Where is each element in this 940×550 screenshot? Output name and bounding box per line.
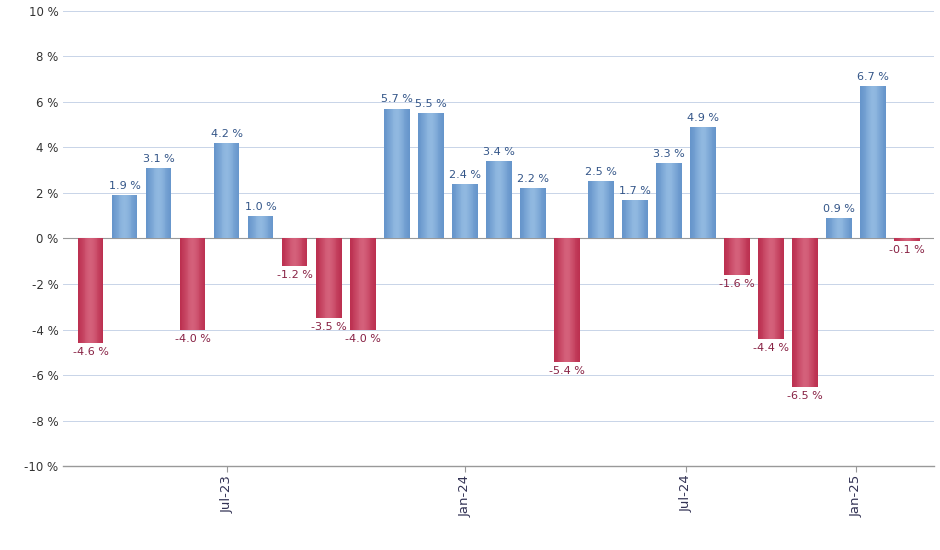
Text: -3.5 %: -3.5 %	[311, 322, 347, 332]
Text: -0.1 %: -0.1 %	[889, 245, 925, 255]
Text: 5.7 %: 5.7 %	[381, 95, 413, 104]
Text: -6.5 %: -6.5 %	[788, 390, 823, 401]
Text: 5.5 %: 5.5 %	[415, 99, 446, 109]
Text: 4.9 %: 4.9 %	[687, 113, 719, 123]
Text: -4.4 %: -4.4 %	[753, 343, 789, 353]
Text: 3.4 %: 3.4 %	[483, 147, 515, 157]
Text: 3.3 %: 3.3 %	[653, 149, 685, 159]
Text: -4.6 %: -4.6 %	[72, 348, 108, 358]
Text: -4.0 %: -4.0 %	[345, 334, 381, 344]
Text: 3.1 %: 3.1 %	[143, 153, 175, 164]
Text: 1.9 %: 1.9 %	[109, 181, 140, 191]
Text: 6.7 %: 6.7 %	[857, 72, 889, 81]
Text: 2.2 %: 2.2 %	[517, 174, 549, 184]
Text: 1.7 %: 1.7 %	[619, 185, 650, 196]
Text: 1.0 %: 1.0 %	[244, 201, 276, 212]
Text: -4.0 %: -4.0 %	[175, 334, 211, 344]
Text: -1.6 %: -1.6 %	[719, 279, 755, 289]
Text: -1.2 %: -1.2 %	[276, 270, 313, 280]
Text: 2.4 %: 2.4 %	[449, 169, 481, 180]
Text: -5.4 %: -5.4 %	[549, 366, 585, 376]
Text: 4.2 %: 4.2 %	[211, 129, 243, 139]
Text: 0.9 %: 0.9 %	[823, 204, 855, 214]
Text: 2.5 %: 2.5 %	[585, 167, 617, 178]
